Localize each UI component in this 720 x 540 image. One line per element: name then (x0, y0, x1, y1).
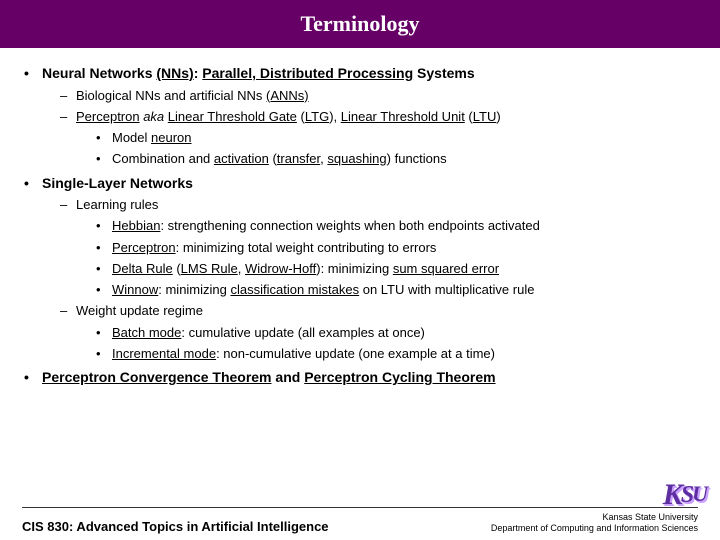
rule-hebbian: Hebbian: strengthening connection weight… (96, 218, 696, 234)
rule-delta: Delta Rule (LMS Rule, Widrow-Hoff): mini… (96, 261, 696, 277)
department-name: Department of Computing and Information … (491, 523, 698, 534)
sub-learning-rules: Learning rules (60, 197, 696, 213)
sub-model-neuron: Model neuron (96, 130, 696, 146)
sub-perceptron-aka: Perceptron aka Linear Threshold Gate (LT… (60, 109, 696, 125)
course-label: CIS 830: Advanced Topics in Artificial I… (22, 519, 329, 534)
university-name: Kansas State University (491, 512, 698, 523)
bullet-single-layer: Single-Layer Networks (24, 175, 696, 193)
bullet-neural-networks: Neural Networks (NNs): Parallel, Distrib… (24, 65, 696, 83)
bullet-theorems: Perceptron Convergence Theorem and Perce… (24, 369, 696, 387)
footer: CIS 830: Advanced Topics in Artificial I… (0, 507, 720, 534)
sub-weight-update: Weight update regime (60, 303, 696, 319)
slide: { "title": "Terminology", "colors": { "h… (0, 0, 720, 540)
rule-perceptron: Perceptron: minimizing total weight cont… (96, 240, 696, 256)
slide-title: Terminology (301, 11, 420, 37)
slide-body: Neural Networks (NNs): Parallel, Distrib… (0, 48, 720, 387)
mode-incremental: Incremental mode: non-cumulative update … (96, 346, 696, 362)
mode-batch: Batch mode: cumulative update (all examp… (96, 325, 696, 341)
title-bar: Terminology (0, 0, 720, 48)
sub-combination: Combination and activation (transfer, sq… (96, 151, 696, 167)
rule-winnow: Winnow: minimizing classification mistak… (96, 282, 696, 298)
sub-biological: Biological NNs and artificial NNs (ANNs) (60, 88, 696, 104)
footer-divider (22, 507, 698, 508)
university-block: Kansas State University Department of Co… (491, 512, 698, 534)
